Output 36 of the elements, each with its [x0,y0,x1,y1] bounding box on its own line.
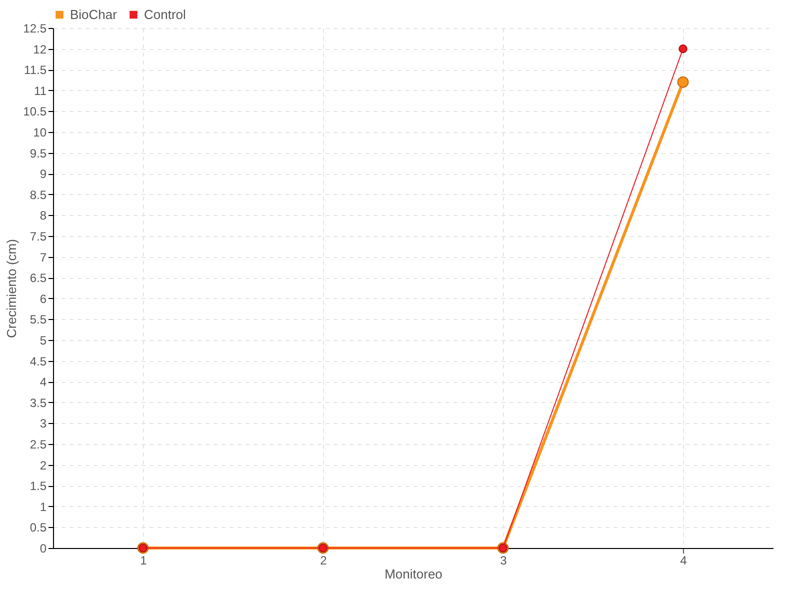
x-tick-label: 1 [140,554,148,568]
y-tick-label: 11.5 [24,63,47,78]
y-tick-label: 1.5 [30,479,47,494]
y-tick-label: 8 [40,208,47,223]
y-tick-label: 11 [34,84,47,98]
y-tick-label: 9 [40,167,47,182]
x-tick-label: 3 [500,554,508,568]
x-tick-label: 4 [680,554,688,568]
y-tick-label: 6.5 [30,271,47,286]
y-tick-label: 7.5 [30,230,47,244]
x-axis-title: Monitoreo [384,566,442,582]
y-tick-label: 5 [40,334,47,348]
y-tick-label: 6 [40,292,47,306]
x-tick-label: 2 [320,554,328,568]
y-tick-label: 5.5 [30,312,47,327]
point [677,76,689,88]
y-tick-label: 3 [40,416,47,431]
y-tick-label: 0 [40,542,47,556]
y-tick-label: 0.5 [30,520,47,535]
y-tick-label: 8.5 [30,188,47,202]
y-tick-label: 12 [33,42,47,56]
legend-label: Control [144,6,186,22]
y-tick-label: 12.5 [23,22,47,36]
y-tick-label: 4 [40,375,47,390]
y-tick-label: 4.5 [30,354,47,368]
y-tick-label: 2 [40,458,47,472]
point [678,44,688,54]
y-tick-label: 9.5 [30,146,47,160]
y-tick-label: 2.5 [30,438,47,452]
y-tick-label: 1 [40,500,47,514]
y-axis-title: Crecimiento (cm) [4,239,20,338]
y-tick-label: 10 [33,126,47,140]
legend-label: BioChar [70,6,118,22]
y-tick-label: 10.5 [23,104,47,119]
y-tick-label: 3.5 [30,396,47,410]
y-tick-label: 7 [40,250,47,264]
